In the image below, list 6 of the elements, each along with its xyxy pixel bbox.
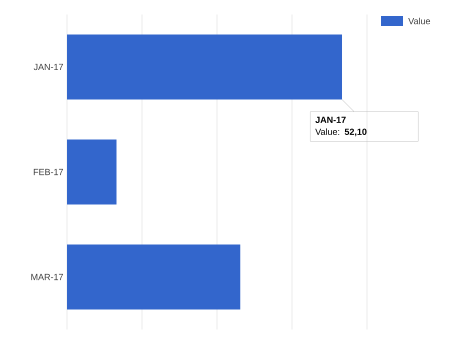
annotation: Value: 52,10 [315,128,367,136]
y-tick-label: JAN-17 [34,64,64,70]
y-tick-label: MAR-17 [31,274,64,280]
legend-label: Value [408,18,430,24]
annotation: JAN-17 [315,116,346,124]
y-tick-label: FEB-17 [34,168,64,176]
